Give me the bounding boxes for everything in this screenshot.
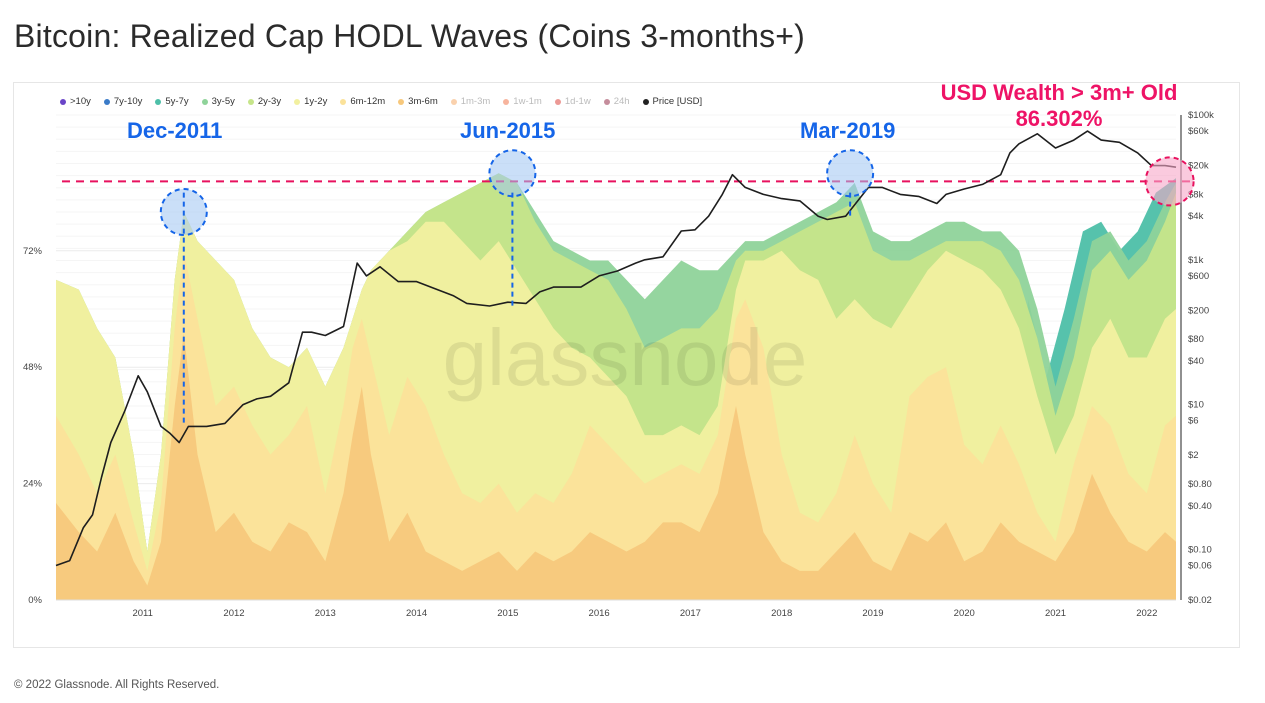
y-left-tick-label: 48% [23, 362, 43, 373]
legend-swatch-icon [340, 98, 347, 105]
y-left-tick-label: 24% [23, 479, 43, 490]
legend-swatch-icon [103, 98, 110, 105]
legend-item[interactable]: 2y-3y [247, 96, 282, 107]
y-left-tick-label: 0% [28, 595, 42, 606]
legend-label: 24h [613, 96, 630, 107]
y-right-tick-label: $0.10 [1188, 544, 1212, 555]
legend-item[interactable]: 1w-1m [503, 96, 542, 107]
legend-label: 3y-5y [211, 96, 235, 107]
legend-item[interactable]: 1m-3m [450, 96, 491, 107]
y-right-tick-label: $100k [1188, 110, 1214, 121]
y-right-tick-label: $600 [1188, 271, 1209, 282]
legend-label: 5y-7y [165, 96, 189, 107]
annotation-dec-2011: Dec-2011 [127, 118, 223, 143]
x-tick-label: 2013 [315, 608, 336, 619]
x-tick-label: 2011 [132, 608, 152, 619]
legend-swatch-icon [398, 98, 405, 105]
annotation-usd-wealth: USD Wealth > 3m+ Old 86.302% [914, 80, 1204, 132]
x-tick-label: 2015 [497, 608, 518, 619]
legend-swatch-icon [247, 98, 254, 105]
y-right-tick-label: $60k [1188, 126, 1209, 137]
x-tick-label: 2022 [1136, 608, 1157, 619]
annotation-usd-wealth-line1: USD Wealth > 3m+ Old [940, 80, 1178, 105]
legend-swatch-icon [201, 98, 208, 105]
legend-swatch-icon [603, 98, 610, 105]
y-right-tick-label: $80 [1188, 334, 1204, 345]
y-right-tick-label: $0.02 [1188, 595, 1212, 606]
copyright-footer: © 2022 Glassnode. All Rights Reserved. [14, 679, 220, 691]
y-right-tick-label: $0.40 [1188, 501, 1212, 512]
x-tick-label: 2021 [1045, 608, 1066, 619]
y-right-tick-label: $6 [1188, 416, 1199, 427]
legend-swatch-icon [450, 98, 457, 105]
x-tick-label: 2017 [680, 608, 701, 619]
band-3m-6m [56, 333, 1176, 600]
highlight-circle-jun-2015 [488, 149, 537, 198]
legend-item[interactable]: 1d-1w [554, 96, 591, 107]
legend-swatch-icon [294, 98, 301, 105]
legend-item[interactable]: Price [USD] [642, 96, 703, 107]
x-tick-label: 2018 [771, 608, 792, 619]
legend-label: >10y [70, 96, 91, 107]
y-right-tick-label: $0.06 [1188, 560, 1212, 571]
y-right-tick-label: $20k [1188, 161, 1209, 172]
legend-item[interactable]: 1y-2y [294, 96, 327, 107]
legend-item[interactable]: 3y-5y [201, 96, 235, 107]
legend-label: Price [USD] [652, 96, 703, 107]
legend-swatch-icon [503, 98, 510, 105]
highlight-circle-mar-2019 [826, 149, 875, 198]
legend-swatch-icon [155, 98, 162, 105]
legend-label: 3m-6m [408, 96, 438, 107]
highlight-circle-current [1144, 156, 1195, 207]
x-tick-label: 2020 [954, 608, 975, 619]
legend-label: 2y-3y [257, 96, 282, 107]
x-tick-label: 2012 [223, 608, 244, 619]
page-title: Bitcoin: Realized Cap HODL Waves (Coins … [14, 18, 806, 54]
legend-label: 6m-12m [350, 96, 386, 107]
legend-item[interactable]: 7y-10y [103, 96, 143, 107]
legend-label: 1d-1w [564, 96, 591, 107]
price-line [55, 130, 1177, 567]
legend-swatch-icon [60, 98, 66, 105]
legend-label: 1m-3m [460, 96, 491, 107]
band-6m-12m [56, 250, 1176, 601]
annotation-mar-2019: Mar-2019 [800, 118, 896, 143]
y-right-tick-label: $8k [1188, 189, 1204, 200]
annotation-usd-wealth-line2: 86.302% [1015, 106, 1103, 131]
legend-swatch-icon [642, 98, 649, 105]
legend-item[interactable]: 3m-6m [398, 96, 438, 107]
y-right-tick-label: $40 [1188, 356, 1204, 367]
legend-label: 1y-2y [304, 96, 328, 107]
y-right-tick-label: $10 [1188, 400, 1204, 411]
x-tick-label: 2019 [862, 608, 883, 619]
y-right-tick-label: $200 [1188, 305, 1209, 316]
legend-item[interactable]: 6m-12m [340, 96, 385, 107]
legend-label: 7y-10y [113, 96, 143, 107]
x-tick-label: 2014 [406, 608, 427, 619]
y-left-tick-label: 72% [23, 246, 43, 257]
legend-label: 1w-1m [513, 96, 542, 107]
y-right-tick-label: $0.80 [1188, 479, 1212, 490]
annotation-jun-2015: Jun-2015 [460, 118, 556, 143]
watermark: glassnode [443, 313, 808, 402]
x-tick-label: 2016 [589, 608, 610, 619]
y-right-tick-label: $4k [1188, 211, 1204, 222]
y-right-tick-label: $1k [1188, 255, 1204, 266]
legend-item[interactable]: 5y-7y [155, 96, 189, 107]
legend-swatch-icon [554, 98, 561, 105]
legend-item[interactable]: >10y [60, 96, 91, 107]
legend-item[interactable]: 24h [603, 96, 630, 107]
legend: >10y 7y-10y 5y-7y 3y-5y 2y-3y 1y-2y 6m-12m 3m-6… [60, 96, 702, 107]
y-right-tick-label: $2 [1188, 450, 1199, 461]
